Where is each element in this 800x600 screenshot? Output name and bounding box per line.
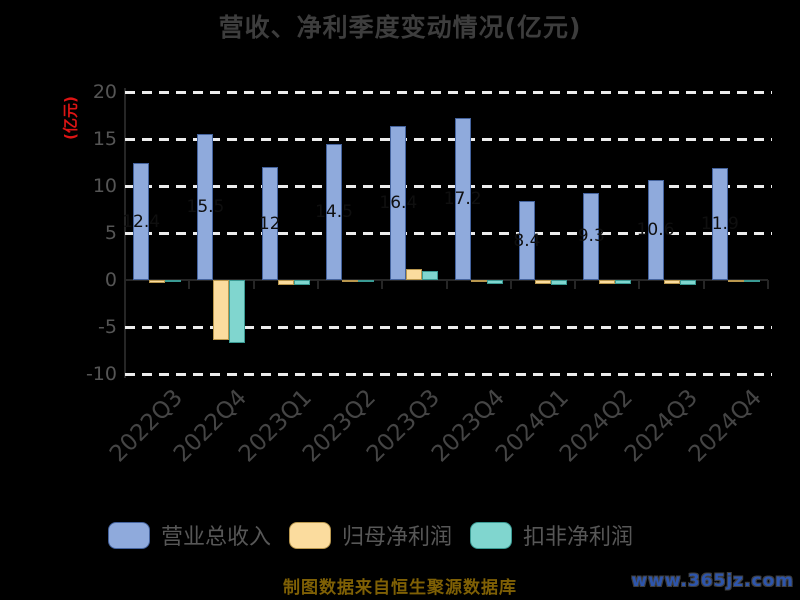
x-tick-mark — [767, 280, 769, 289]
bar-series0-2022Q3 — [133, 163, 150, 280]
y-tick-label-15: 15 — [92, 128, 117, 150]
bar-series1-2023Q3 — [406, 268, 423, 280]
legend-swatch-net-profit — [289, 521, 332, 549]
bar-series2-2024Q4 — [743, 280, 760, 282]
bar-series1-2024Q2 — [599, 280, 616, 284]
legend-swatch-total-revenue — [108, 521, 150, 549]
x-tick-mark — [702, 280, 705, 289]
legend-item-deducted-net-profit: 扣非净利润 — [470, 519, 633, 551]
x-tick-mark — [381, 280, 384, 289]
chart-title: 营收、净利季度变动情况(亿元) — [218, 13, 582, 42]
gridline-y--5 — [125, 325, 772, 329]
legend-item-total-revenue: 营业总收入 — [108, 519, 271, 551]
legend: 营业总收入 归母净利润 扣非净利润 — [108, 519, 633, 551]
bar-value-label-2024Q4: 11.9 — [700, 214, 739, 235]
bar-series2-2024Q3 — [679, 280, 696, 285]
site-watermark: www.365jz.com — [631, 571, 794, 591]
bar-series2-2022Q4 — [229, 280, 246, 343]
x-tick-mark — [252, 280, 255, 289]
bar-series0-2023Q4 — [454, 118, 471, 280]
legend-swatch-deducted-net-profit — [470, 521, 513, 549]
bar-value-label-2023Q1: 12 — [258, 213, 281, 234]
x-tick-mark — [188, 280, 191, 289]
bar-series0-2024Q3 — [647, 180, 664, 280]
bar-value-label-2024Q2: 9.3 — [577, 226, 605, 247]
bar-series1-2024Q3 — [663, 280, 680, 285]
bar-series1-2024Q1 — [534, 280, 551, 284]
bar-value-label-2023Q2: 14.5 — [315, 201, 353, 222]
x-tick-mark — [638, 280, 641, 289]
bar-series1-2022Q4 — [213, 280, 230, 341]
x-tick-mark — [445, 280, 448, 289]
bar-series0-2024Q4 — [711, 168, 728, 280]
bar-series2-2024Q2 — [615, 280, 632, 285]
bar-series0-2024Q1 — [518, 201, 535, 280]
x-tick-mark — [124, 280, 126, 289]
bar-value-label-2024Q1: 8.4 — [513, 230, 541, 251]
legend-label-net-profit: 归母净利润 — [342, 525, 453, 550]
bar-series1-2022Q3 — [149, 280, 166, 283]
x-tick-mark — [316, 280, 319, 289]
x-tick-mark — [574, 280, 577, 289]
bar-series0-2023Q3 — [390, 125, 407, 280]
bar-series2-2023Q1 — [293, 280, 310, 286]
y-tick-label--5: -5 — [98, 316, 117, 338]
bar-value-label-2022Q3: 12.4 — [122, 211, 161, 232]
x-category-label-2022Q3: 2022Q3 — [105, 384, 189, 468]
bar-value-label-2022Q4: 15.5 — [186, 197, 225, 218]
legend-label-deducted-net-profit: 扣非净利润 — [523, 525, 634, 550]
bar-series0-2022Q4 — [197, 134, 214, 280]
bar-series1-2023Q1 — [277, 280, 294, 285]
bar-series0-2024Q2 — [583, 192, 600, 280]
legend-label-total-revenue: 营业总收入 — [161, 525, 272, 550]
y-tick-label-20: 20 — [92, 81, 117, 103]
bar-series2-2023Q2 — [358, 280, 375, 283]
y-tick-label-0: 0 — [104, 269, 117, 291]
y-tick-label-5: 5 — [104, 222, 117, 244]
x-tick-mark — [509, 280, 512, 289]
y-tick-label-10: 10 — [92, 175, 117, 197]
y-tick-label--10: -10 — [85, 363, 117, 385]
bar-series2-2023Q4 — [486, 280, 503, 284]
bar-series2-2024Q1 — [550, 280, 567, 285]
bar-series1-2024Q4 — [727, 280, 744, 282]
data-source-caption: 制图数据来自恒生聚源数据库 — [283, 578, 517, 598]
gridline-y-10 — [125, 184, 772, 188]
bar-series1-2023Q2 — [342, 280, 359, 282]
bar-value-label-2023Q3: 16.4 — [379, 192, 418, 213]
gridline-y-5 — [125, 231, 772, 235]
legend-item-net-profit: 归母净利润 — [289, 519, 452, 551]
bar-value-label-2024Q3: 10.6 — [636, 220, 675, 241]
gridline-y-15 — [125, 137, 772, 141]
gridline-y--10 — [125, 372, 772, 376]
gridline-y-20 — [125, 90, 772, 94]
bar-series0-2023Q2 — [326, 143, 343, 280]
bar-series2-2023Q3 — [422, 270, 439, 280]
bar-series2-2022Q3 — [165, 280, 182, 283]
bar-series0-2023Q1 — [261, 167, 278, 280]
bar-value-label-2023Q4: 17.2 — [443, 189, 482, 210]
bar-series1-2023Q4 — [470, 280, 487, 282]
